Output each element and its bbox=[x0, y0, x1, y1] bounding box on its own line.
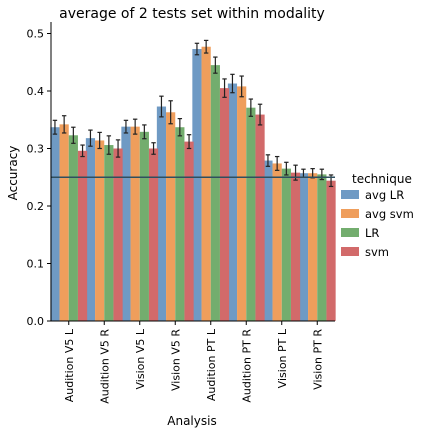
bar bbox=[201, 46, 211, 321]
axes: 0.0 0.1 0.2 0.3 0.4 0.5 Audition V5 L Audition … bbox=[27, 22, 335, 404]
bar bbox=[104, 145, 114, 321]
bar bbox=[130, 126, 140, 322]
x-tick-label: Audition PT R bbox=[240, 329, 253, 403]
y-tick-label: 0.5 bbox=[27, 28, 45, 41]
legend-entry: LR bbox=[365, 226, 379, 240]
y-tick-label: 0.0 bbox=[27, 315, 45, 328]
bar bbox=[68, 135, 78, 321]
legend-entry: avg svm bbox=[365, 207, 414, 221]
bar bbox=[317, 174, 327, 321]
x-tick-label: Vision V5 L bbox=[134, 328, 147, 389]
legend-entry: svm bbox=[365, 245, 389, 259]
legend-swatch bbox=[341, 190, 359, 199]
bar bbox=[326, 180, 336, 321]
bar bbox=[85, 138, 96, 321]
bar bbox=[281, 168, 291, 321]
bar bbox=[121, 126, 131, 322]
x-axis-label: Analysis bbox=[167, 414, 216, 428]
chart-title: average of 2 tests set within modality bbox=[59, 6, 325, 22]
bar bbox=[263, 160, 273, 321]
bar bbox=[166, 112, 176, 322]
bar bbox=[184, 141, 194, 321]
bar bbox=[272, 163, 282, 321]
x-tick-label: Vision PT L bbox=[276, 328, 289, 388]
bar bbox=[308, 173, 318, 321]
bar bbox=[246, 107, 256, 321]
legend-title: technique bbox=[352, 172, 412, 186]
bar bbox=[148, 148, 159, 321]
bar bbox=[95, 140, 105, 321]
y-tick-label: 0.4 bbox=[27, 85, 45, 98]
x-tick-label: Vision PT R bbox=[311, 329, 324, 390]
bar bbox=[77, 150, 88, 321]
bar bbox=[175, 127, 185, 321]
y-tick-label: 0.1 bbox=[27, 258, 45, 271]
legend-swatch bbox=[341, 247, 359, 256]
bar bbox=[113, 148, 123, 321]
bar bbox=[156, 106, 167, 322]
legend-swatch bbox=[341, 228, 359, 237]
bar bbox=[219, 88, 230, 321]
x-tick-label: Audition V5 R bbox=[98, 329, 111, 404]
bar bbox=[237, 86, 247, 322]
y-tick-label: 0.3 bbox=[27, 143, 45, 156]
y-axis-label: Accuracy bbox=[6, 146, 20, 201]
legend-entry: avg LR bbox=[365, 188, 404, 202]
bar bbox=[290, 172, 301, 321]
bars-group bbox=[50, 39, 336, 322]
legend-swatch bbox=[341, 209, 359, 218]
bar bbox=[139, 131, 149, 321]
x-tick-label: Audition V5 L bbox=[63, 328, 76, 402]
bar bbox=[210, 65, 220, 321]
bar bbox=[255, 114, 265, 321]
bar bbox=[227, 83, 238, 322]
x-tick-label: Vision V5 R bbox=[169, 329, 182, 391]
legend: technique avg LR avg svm LR svm bbox=[341, 172, 414, 259]
bar bbox=[298, 173, 309, 321]
x-tick-label: Audition PT L bbox=[205, 328, 218, 401]
bar bbox=[50, 127, 60, 321]
bar bbox=[59, 124, 69, 321]
bar bbox=[192, 49, 202, 322]
y-tick-label: 0.2 bbox=[27, 200, 45, 213]
